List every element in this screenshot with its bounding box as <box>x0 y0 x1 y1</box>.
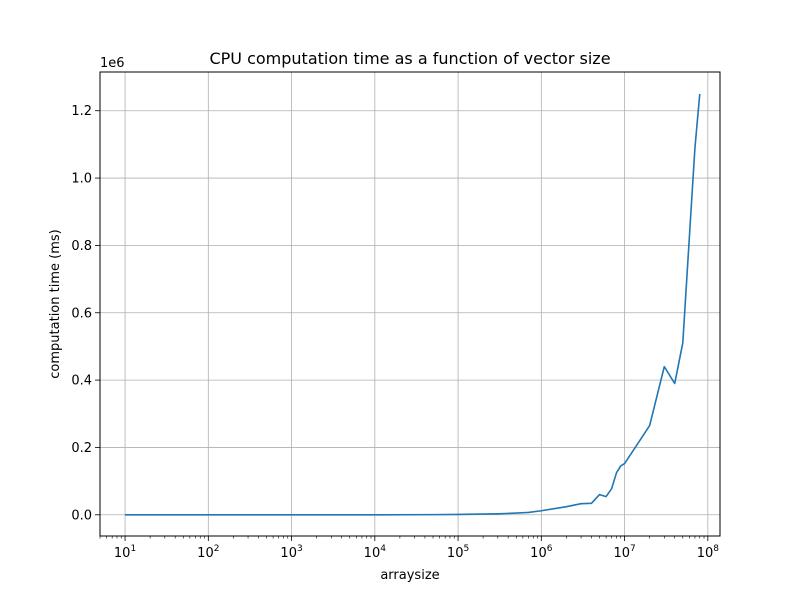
x-tick-label: 103 <box>280 544 302 561</box>
y-tick-label: 1.0 <box>71 172 92 187</box>
y-axis-label: computation time (ms) <box>48 229 63 378</box>
x-tick-label-exponent: 4 <box>380 544 386 554</box>
plot-frame <box>99 71 721 537</box>
x-tick-label: 104 <box>364 544 387 561</box>
y-tick-label: 0.6 <box>71 306 92 321</box>
x-tick-label-exponent: 1 <box>130 544 136 554</box>
y-tick-label: 0.0 <box>71 508 92 523</box>
x-tick-label-base: 10 <box>364 546 381 561</box>
y-axis-offset-label: 1e6 <box>100 56 125 71</box>
x-tick-label-exponent: 3 <box>297 544 303 554</box>
x-tick-label-base: 10 <box>114 546 131 561</box>
y-tick-label: 0.4 <box>71 374 92 389</box>
x-axis-ticks: 101 102 103 104 105 106 107 108 <box>99 536 720 561</box>
x-tick-label-base: 10 <box>280 546 297 561</box>
x-tick-label: 102 <box>197 544 219 561</box>
x-tick-label: 108 <box>697 544 720 561</box>
y-tick-label: 1.2 <box>71 104 92 119</box>
chart-title: CPU computation time as a function of ve… <box>209 49 610 68</box>
x-tick-label-base: 10 <box>447 546 464 561</box>
y-tick-label: 0.2 <box>71 441 92 456</box>
y-tick-label: 0.8 <box>71 239 92 254</box>
x-tick-label: 106 <box>530 544 553 561</box>
x-tick-label-base: 10 <box>613 546 630 561</box>
series-line <box>125 93 701 516</box>
x-tick-label-exponent: 7 <box>630 544 636 554</box>
plot-area <box>100 72 720 536</box>
x-tick-label-base: 10 <box>197 546 214 561</box>
x-tick-label-exponent: 2 <box>214 544 220 554</box>
x-tick-label: 107 <box>613 544 635 561</box>
x-tick-label-base: 10 <box>530 546 547 561</box>
x-tick-label: 101 <box>114 544 136 561</box>
y-axis-ticks: 0.0 0.2 0.4 0.6 0.8 1.0 1.2 <box>71 104 100 523</box>
x-tick-label: 105 <box>447 544 469 561</box>
x-tick-label-exponent: 6 <box>547 544 553 554</box>
x-axis-label: arraysize <box>380 568 439 583</box>
series-layer <box>125 93 701 516</box>
x-tick-label-exponent: 5 <box>463 544 469 554</box>
x-tick-label-exponent: 8 <box>713 544 719 554</box>
x-tick-label-base: 10 <box>697 546 714 561</box>
